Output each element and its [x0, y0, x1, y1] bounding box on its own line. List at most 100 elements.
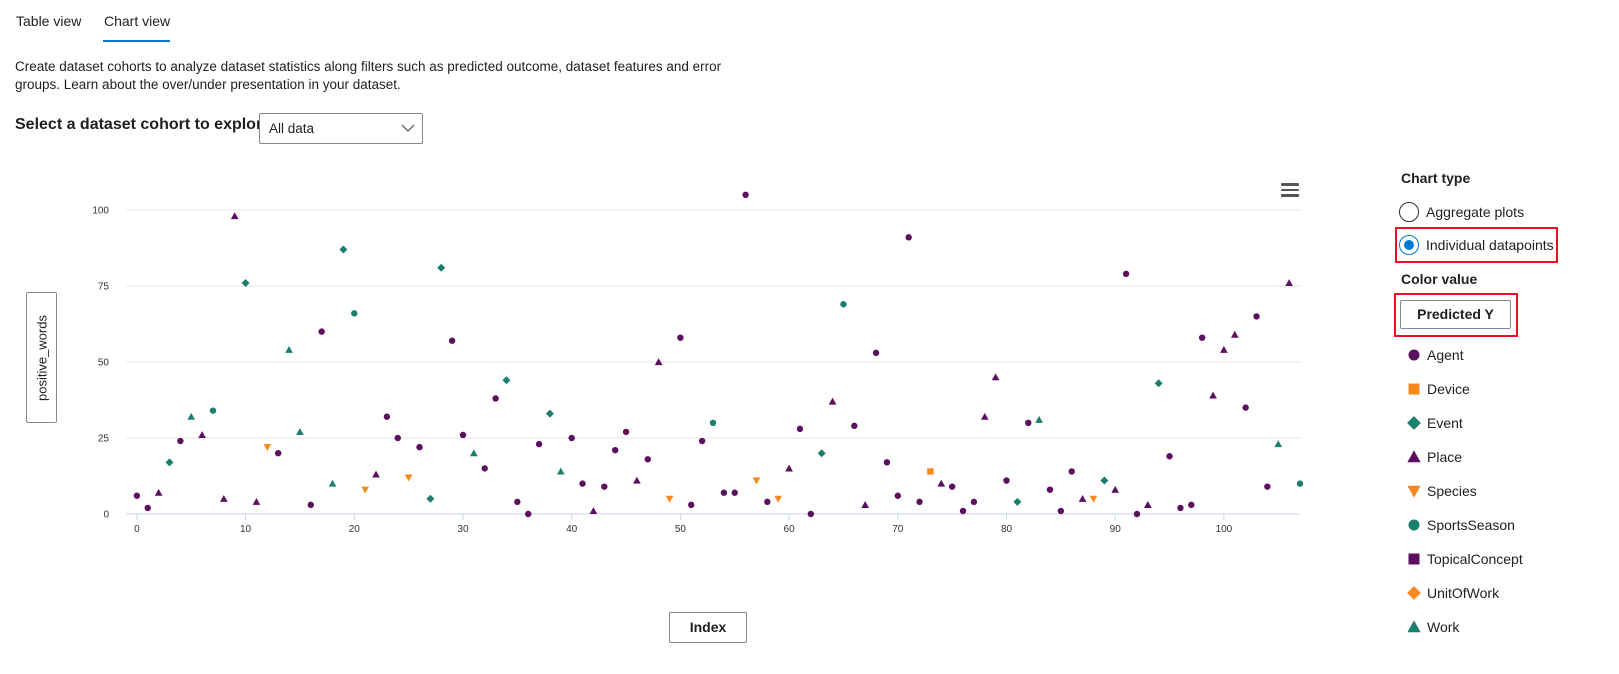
data-point[interactable]: [416, 443, 423, 451]
data-point[interactable]: [372, 470, 380, 478]
cohort-dropdown[interactable]: All data: [259, 113, 423, 144]
data-point[interactable]: [187, 412, 196, 420]
legend-item-agent[interactable]: Agent: [1406, 345, 1464, 365]
data-point[interactable]: [731, 489, 738, 496]
data-point[interactable]: [535, 440, 543, 448]
data-point[interactable]: [1111, 485, 1120, 493]
data-point[interactable]: [611, 446, 619, 454]
data-point[interactable]: [1220, 346, 1228, 353]
data-point[interactable]: [1242, 404, 1249, 411]
data-point[interactable]: [1188, 501, 1195, 509]
data-point[interactable]: [1253, 313, 1260, 320]
data-point[interactable]: [459, 431, 467, 439]
data-point[interactable]: [481, 465, 488, 472]
data-point[interactable]: [1057, 507, 1065, 515]
data-point[interactable]: [665, 495, 674, 503]
data-point[interactable]: [840, 301, 847, 308]
tab-chart-view[interactable]: Chart view: [104, 13, 171, 29]
data-point[interactable]: [525, 510, 532, 518]
data-point[interactable]: [1100, 476, 1109, 485]
data-point[interactable]: [252, 498, 261, 505]
legend-item-event[interactable]: Event: [1406, 413, 1463, 433]
data-point[interactable]: [883, 459, 891, 466]
data-point[interactable]: [154, 488, 163, 496]
y-axis-button[interactable]: positive_words: [26, 292, 57, 423]
data-point[interactable]: [263, 444, 272, 451]
data-point[interactable]: [285, 346, 293, 353]
data-point[interactable]: [807, 510, 815, 518]
data-point[interactable]: [1013, 497, 1022, 506]
data-point[interactable]: [470, 449, 478, 457]
data-point[interactable]: [351, 310, 358, 317]
data-point[interactable]: [861, 501, 870, 508]
data-point[interactable]: [1274, 440, 1283, 448]
data-point[interactable]: [502, 376, 511, 385]
data-point[interactable]: [198, 431, 206, 439]
x-axis-button[interactable]: Index: [669, 612, 747, 643]
data-point[interactable]: [785, 464, 793, 472]
chart-menu-icon[interactable]: [1281, 183, 1299, 199]
data-point[interactable]: [1143, 501, 1152, 508]
data-point[interactable]: [644, 456, 651, 463]
data-point[interactable]: [165, 458, 174, 467]
data-point[interactable]: [1122, 270, 1130, 278]
legend-item-unitofwork[interactable]: UnitOfWork: [1406, 583, 1499, 603]
data-point[interactable]: [133, 492, 141, 499]
tab-table-view[interactable]: Table view: [16, 13, 82, 29]
data-point[interactable]: [241, 278, 250, 287]
data-point[interactable]: [688, 501, 695, 509]
legend-item-topicalconcept[interactable]: TopicalConcept: [1406, 549, 1523, 569]
data-point[interactable]: [1296, 480, 1304, 487]
data-point[interactable]: [991, 373, 1000, 381]
data-point[interactable]: [720, 489, 728, 496]
data-point[interactable]: [937, 479, 946, 487]
data-point[interactable]: [817, 449, 826, 458]
data-point[interactable]: [622, 428, 630, 436]
data-point[interactable]: [601, 483, 608, 490]
data-point[interactable]: [1230, 330, 1239, 338]
data-point[interactable]: [905, 234, 912, 241]
data-point[interactable]: [1264, 483, 1271, 490]
data-point[interactable]: [698, 437, 706, 445]
data-point[interactable]: [394, 434, 401, 442]
data-point[interactable]: [654, 358, 663, 366]
data-point[interactable]: [828, 397, 837, 405]
radio-aggregate-plots[interactable]: Aggregate plots: [1399, 199, 1524, 225]
data-point[interactable]: [980, 412, 989, 420]
data-point[interactable]: [361, 486, 369, 494]
data-point[interactable]: [318, 328, 325, 335]
data-point[interactable]: [796, 425, 804, 433]
data-point[interactable]: [742, 191, 749, 198]
data-point[interactable]: [589, 507, 598, 515]
color-value-button[interactable]: Predicted Y: [1400, 300, 1511, 329]
data-point[interactable]: [219, 494, 228, 502]
legend-item-work[interactable]: Work: [1406, 617, 1459, 637]
data-point[interactable]: [144, 504, 151, 512]
data-point[interactable]: [970, 498, 978, 506]
data-point[interactable]: [177, 437, 184, 445]
data-point[interactable]: [274, 450, 282, 457]
data-point[interactable]: [927, 468, 934, 475]
data-point[interactable]: [709, 419, 717, 426]
data-point[interactable]: [916, 498, 923, 506]
legend-item-place[interactable]: Place: [1406, 447, 1462, 467]
data-point[interactable]: [1198, 334, 1206, 341]
data-point[interactable]: [677, 334, 684, 341]
legend-item-sportsseason[interactable]: SportsSeason: [1406, 515, 1515, 535]
legend-item-device[interactable]: Device: [1406, 379, 1470, 399]
data-point[interactable]: [1166, 453, 1173, 460]
radio-individual-datapoints[interactable]: Individual datapoints: [1399, 232, 1554, 258]
data-point[interactable]: [1177, 504, 1184, 512]
data-point[interactable]: [514, 498, 521, 506]
data-point[interactable]: [1025, 419, 1032, 426]
data-point[interactable]: [959, 507, 967, 515]
data-point[interactable]: [296, 428, 304, 435]
data-point[interactable]: [437, 263, 446, 272]
data-point[interactable]: [307, 501, 314, 509]
data-point[interactable]: [1003, 477, 1010, 484]
data-point[interactable]: [568, 434, 575, 442]
data-point[interactable]: [448, 337, 456, 344]
data-point[interactable]: [383, 413, 391, 420]
data-point[interactable]: [328, 479, 337, 487]
data-point[interactable]: [404, 474, 413, 482]
